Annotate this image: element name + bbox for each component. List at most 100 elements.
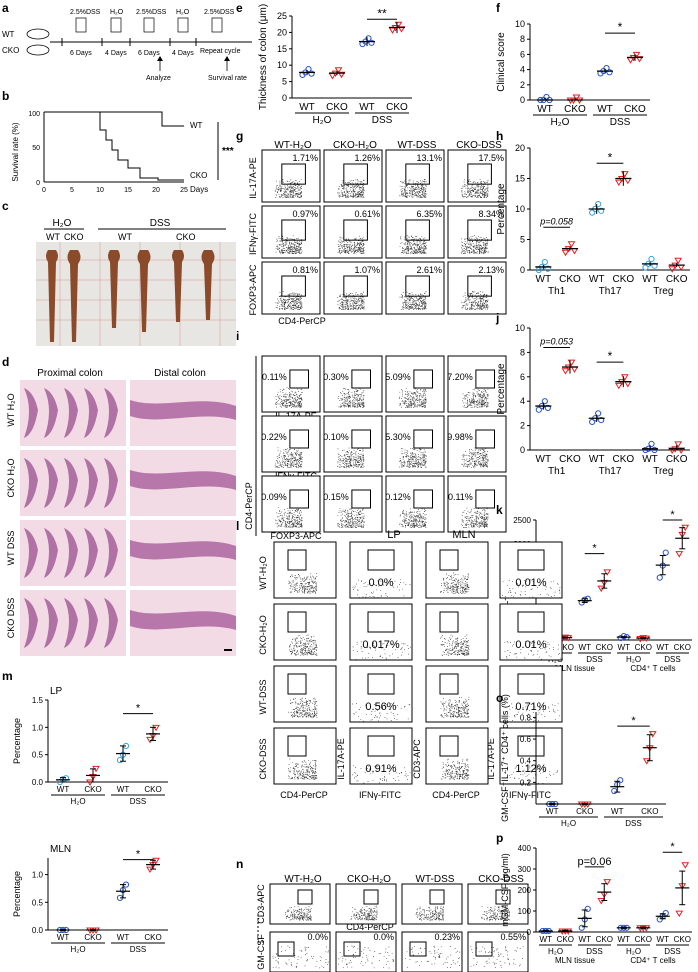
- flow-gate: [351, 429, 371, 449]
- flow-row-label: WT-H₂O: [258, 556, 268, 590]
- crypt-fold: [64, 598, 78, 648]
- crypt-fold: [24, 458, 38, 508]
- flow-gate: [475, 941, 493, 957]
- flow-gate: [467, 275, 492, 297]
- header-mln: MLN: [452, 529, 475, 541]
- flow-plot: [385, 355, 445, 413]
- flow-g: WT-H₂O CKO-H₂O WT-DSS CKO-DSS IL-17A-PE 1.71%…: [248, 140, 507, 326]
- flow-gate-percent: 0.22%: [261, 432, 287, 442]
- data-point-cko: [674, 257, 683, 265]
- crypt-fold: [84, 388, 98, 438]
- treatment-label: Treg: [653, 466, 673, 477]
- x-tick-label: CKO: [624, 104, 646, 115]
- panel-letter-m: m: [2, 669, 13, 683]
- data-point-wt: [595, 410, 602, 417]
- survival-ylabel: Survival rate (%): [11, 122, 20, 181]
- x-tick-label: WT: [589, 454, 605, 465]
- event-cloud: [350, 905, 378, 921]
- y-tick-label: 0: [520, 95, 525, 105]
- data-point-wt: [308, 70, 315, 77]
- flow-plot: [385, 149, 445, 203]
- event-cloud: [440, 758, 470, 780]
- flow-gate-percent: 0.55%: [500, 932, 526, 942]
- y-axis-label: mGM-CSF (pg/ml): [500, 853, 510, 927]
- flow-gate-percent: 0.91%: [365, 763, 396, 775]
- trt-3: 2.5%DSS: [136, 9, 167, 16]
- flow-gate: [475, 489, 495, 509]
- panel-letter-l: l: [236, 519, 239, 533]
- x-tick-label: CKO: [641, 807, 658, 816]
- survival-label: Survival rate: [208, 75, 247, 82]
- trt-5: 2.5%DSS: [204, 9, 235, 16]
- treatment-label: DSS: [664, 947, 680, 956]
- flow-gate: [287, 611, 307, 633]
- treatment-label: Treg: [653, 286, 673, 297]
- treatment-label: H₂O: [561, 819, 576, 828]
- data-point-cko: [561, 249, 570, 257]
- group-label: CD4⁺ T cells: [630, 664, 675, 673]
- crypt-fold: [64, 458, 78, 508]
- panel-letter-g: g: [236, 129, 243, 143]
- y-tick-label: 0.2: [520, 778, 532, 787]
- dur-2: 4 Days: [105, 50, 127, 57]
- event-cloud: [352, 703, 411, 722]
- y-tick-label: 6: [520, 49, 525, 59]
- event-cloud: [462, 388, 489, 408]
- flow-plot: [447, 415, 507, 473]
- data-point-cko: [648, 731, 657, 738]
- x-tick-label: CKO: [559, 274, 581, 285]
- hist-row-1: WT H₂O: [6, 393, 16, 426]
- x-tick-label: WT: [642, 274, 658, 285]
- event-cloud: [461, 507, 489, 528]
- flow-gate: [343, 163, 368, 185]
- chart-o: 0.2 0.4 0.6 0.8 GM-CSF⁺IL-17⁺ CD4⁺ cells (%)…: [500, 694, 666, 828]
- c-h2o: H₂O: [53, 218, 72, 229]
- data-point-wt: [541, 398, 548, 405]
- p-value: p=0.06: [578, 856, 612, 868]
- event-cloud: [503, 703, 560, 722]
- flow-gate-percent: 0.97%: [292, 209, 318, 219]
- header-lp: LP: [387, 529, 400, 541]
- sig-mark: *: [670, 841, 675, 853]
- x-tick-label: WT: [546, 807, 559, 816]
- data-point-cko: [642, 758, 651, 765]
- axis-gmcsf: GM-CSF: [256, 934, 266, 970]
- flow-plot: [261, 475, 321, 533]
- y-tick-label: 4: [520, 396, 525, 406]
- event-cloud: [338, 945, 395, 969]
- crypt-fold: [84, 458, 98, 508]
- flow-gate: [475, 369, 495, 389]
- data-point-wt: [544, 404, 551, 412]
- flow-gate: [289, 489, 309, 509]
- flow-gate-percent: 0.11%: [448, 492, 473, 502]
- data-point-cko: [572, 94, 581, 101]
- flow-plot: [323, 355, 383, 413]
- event-cloud: [275, 291, 303, 310]
- panel-letter-k: k: [496, 503, 503, 517]
- data-point-cko: [567, 241, 576, 248]
- surv-xtick-0: 0: [42, 187, 46, 194]
- group-cko: CKO: [2, 46, 19, 55]
- dur-1: 6 Days: [70, 50, 92, 57]
- flow-gate-percent: 0.11%: [262, 372, 287, 382]
- data-point-wt: [541, 258, 548, 266]
- c-g3: WT: [118, 232, 132, 242]
- hist-row-2: CKO H₂O: [6, 459, 16, 498]
- mucosa-band: [130, 540, 236, 560]
- y-tick-label: 10: [515, 19, 525, 29]
- flow-gate: [277, 941, 295, 957]
- data-point-wt: [606, 69, 613, 76]
- panel-letter-n: n: [236, 857, 243, 871]
- panel-letter-j: j: [495, 311, 499, 325]
- surv-legend-cko: CKO: [190, 171, 207, 180]
- data-point-cko: [337, 71, 346, 79]
- x-tick-label: WT: [657, 643, 670, 652]
- c-g1: WT: [46, 232, 60, 242]
- flow-plot: [261, 261, 321, 315]
- crypt-fold: [64, 388, 78, 438]
- flow-gate-percent: 0.81%: [292, 265, 318, 275]
- y-tick-label: 10: [515, 323, 525, 333]
- axis-cd4: CD4-PerCP: [346, 922, 394, 932]
- panel-letter-d: d: [2, 355, 9, 369]
